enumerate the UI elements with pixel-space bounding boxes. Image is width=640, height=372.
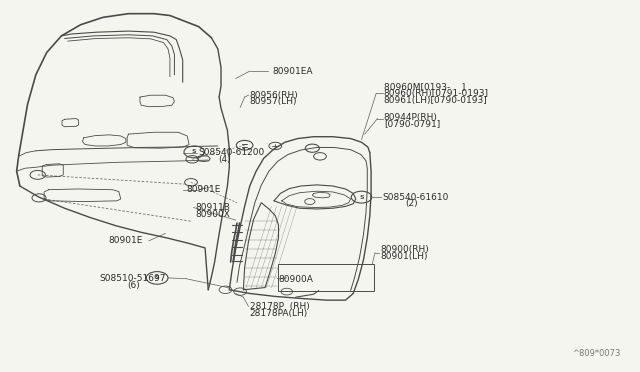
Text: 28178PA(LH): 28178PA(LH) xyxy=(250,309,308,318)
Text: 80901(LH): 80901(LH) xyxy=(381,252,428,261)
Text: 80901E: 80901E xyxy=(108,236,142,246)
Text: (6): (6) xyxy=(127,281,140,290)
Text: 80900(RH): 80900(RH) xyxy=(381,245,429,254)
Text: S08510-51697: S08510-51697 xyxy=(100,274,166,283)
Text: 80911B: 80911B xyxy=(195,203,230,212)
Text: S08540-61200: S08540-61200 xyxy=(198,148,265,157)
Text: 80956(RH): 80956(RH) xyxy=(250,91,298,100)
Text: (4): (4) xyxy=(218,155,230,164)
Text: S08540-61610: S08540-61610 xyxy=(383,193,449,202)
Text: 80944P(RH): 80944P(RH) xyxy=(384,113,438,122)
Text: 80901EA: 80901EA xyxy=(272,67,312,76)
Text: 28178P  (RH): 28178P (RH) xyxy=(250,302,310,311)
Text: 80961(LH)[0790-0193]: 80961(LH)[0790-0193] xyxy=(384,96,488,105)
Text: 80957(LH): 80957(LH) xyxy=(250,97,297,106)
Text: 80901E: 80901E xyxy=(186,185,220,194)
Text: S: S xyxy=(359,195,364,200)
Text: [0790-0791]: [0790-0791] xyxy=(384,120,440,129)
Text: 80960(RH)[0791-0193]: 80960(RH)[0791-0193] xyxy=(384,89,489,98)
Text: 80900A: 80900A xyxy=(278,275,314,284)
Text: 80900X: 80900X xyxy=(195,210,230,219)
Text: S: S xyxy=(192,150,196,154)
Text: 80960M[0193-    ]: 80960M[0193- ] xyxy=(384,82,465,91)
Text: (2): (2) xyxy=(405,199,417,208)
Text: ^809*0073: ^809*0073 xyxy=(572,349,620,358)
Text: S: S xyxy=(155,275,159,280)
